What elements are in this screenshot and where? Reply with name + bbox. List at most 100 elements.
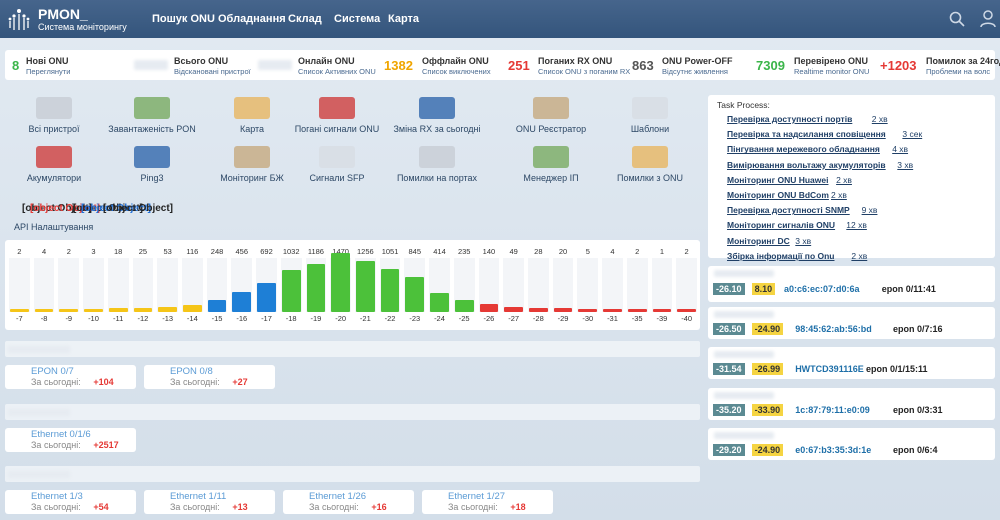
nav-item[interactable]: Карта (388, 13, 420, 25)
histogram-bar[interactable] (158, 306, 177, 312)
stat-item[interactable]: 863 ONU Power-OFF Відсутнє живлення (632, 52, 752, 78)
histogram-bar[interactable] (133, 308, 153, 312)
histogram-bar[interactable] (677, 308, 696, 312)
mac[interactable]: 98:45:62:ab:56:bd (795, 324, 872, 334)
tile-label[interactable]: Карта (239, 124, 265, 134)
task-name[interactable]: Перевірка доступності SNMP (727, 205, 850, 216)
task-name[interactable]: Моніторинг сигналів ONU (727, 220, 836, 231)
task-time[interactable]: 4 хв (892, 144, 909, 155)
tile-label[interactable]: Акумулятори (26, 173, 82, 183)
task-name[interactable]: Перевірка та надсилання сповіщення (727, 129, 886, 140)
port-card[interactable]: EPON 0/8 За сьогодні: +27 (144, 365, 275, 389)
tile-label[interactable]: Зміна RX за сьогодні (393, 124, 481, 134)
tile-label[interactable]: Менеджер IП (523, 173, 579, 183)
task-name[interactable]: Вимірювання вольтажу акумуляторів (727, 159, 886, 170)
task-name[interactable]: Моніторинг ONU Huawei (727, 174, 829, 185)
tool-tile[interactable]: Шаблони (600, 93, 700, 135)
port-card[interactable]: EPON 0/7 За сьогодні: +104 (5, 365, 136, 389)
histogram-bar[interactable] (504, 307, 523, 312)
stat-item[interactable]: Онлайн ONU Список Активних ONU (258, 52, 380, 78)
task-time[interactable]: 2 хв (871, 114, 888, 124)
port-card[interactable]: Ethernet 1/11 За сьогодні: +13 (144, 490, 275, 514)
histogram-bar[interactable] (281, 269, 301, 312)
tool-tile[interactable]: Карта (202, 93, 302, 135)
mac[interactable]: HWTCD391116E (795, 364, 864, 374)
tool-tile[interactable]: Всі пристрої (4, 93, 104, 135)
histogram-bar[interactable] (627, 308, 647, 312)
api-badge-part[interactable]: [object Object] (22, 203, 93, 214)
task-time[interactable]: 2 хв (836, 174, 852, 185)
onu-card[interactable]: -31.54 -26.99 HWTCD391116E epon 0/1/15:11 (708, 347, 995, 379)
tool-tile[interactable]: Акумулятори (4, 142, 104, 184)
histogram-bar[interactable] (529, 307, 548, 312)
stat-item[interactable]: 7309 Перевірено ONU Realtime monitor ONU (756, 52, 876, 78)
port-card[interactable]: Ethernet 1/3 За сьогодні: +54 (5, 490, 136, 514)
histogram-bar[interactable] (430, 293, 449, 312)
api-label[interactable]: API Налаштування (14, 222, 94, 232)
histogram-bar[interactable] (59, 308, 79, 312)
onu-card[interactable]: -26.10 8.10 a0:c6:ec:07:d0:6a epon 0/11:41 (708, 266, 995, 302)
port-card[interactable]: Ethernet 1/26 За сьогодні: +16 (283, 490, 414, 514)
histogram-bar[interactable] (306, 263, 326, 312)
histogram-bar[interactable] (603, 308, 622, 312)
task-time[interactable]: 2 хв (831, 190, 847, 200)
tile-label[interactable]: Моніторинг БЖ (220, 173, 284, 183)
port-card[interactable]: Ethernet 0/1/6 За сьогодні: +2517 (5, 428, 136, 452)
api-badge-part[interactable]: [object Object] (81, 203, 152, 214)
histogram-bar[interactable] (257, 282, 276, 312)
task-time[interactable]: 3 хв (897, 159, 914, 170)
histogram-bar[interactable] (454, 300, 474, 312)
histogram-bar[interactable] (405, 276, 425, 312)
tool-tile[interactable]: Погані сигнали ONU (287, 93, 387, 135)
tool-tile[interactable]: Моніторинг БЖ (202, 142, 302, 184)
task-name[interactable]: Перевірка доступності портів (727, 114, 853, 124)
histogram-bar[interactable] (553, 308, 573, 312)
histogram-bar[interactable] (479, 303, 499, 312)
histogram-bar[interactable] (652, 308, 672, 312)
mac[interactable]: e0:67:b3:35:3d:1e (795, 445, 872, 455)
tile-label[interactable]: Всі пристрої (28, 124, 80, 134)
nav-item[interactable]: Обладнання (218, 13, 286, 25)
tool-tile[interactable]: Сигнали SFP (287, 142, 387, 184)
onu-card[interactable]: -26.50 -24.90 98:45:62:ab:56:bd epon 0/7:16 (708, 307, 995, 339)
histogram-bar[interactable] (183, 304, 202, 312)
tool-tile[interactable]: ONU Реєстратор (501, 93, 601, 135)
histogram-bar[interactable] (232, 291, 252, 312)
histogram-bar[interactable] (331, 253, 350, 312)
nav-item[interactable]: Система (334, 13, 381, 25)
tool-tile[interactable]: Помилки на портах (387, 142, 487, 184)
tool-tile[interactable]: Помилки з ONU (600, 142, 700, 184)
tool-tile[interactable]: Зміна RX за сьогодні (387, 93, 487, 135)
task-time[interactable]: 2 хв (851, 250, 868, 261)
tool-tile[interactable]: Ping3 (102, 142, 202, 184)
task-name[interactable]: Збірка інформації по Onu (727, 250, 835, 261)
tile-label[interactable]: Шаблони (630, 124, 670, 134)
task-time[interactable]: 3 хв (795, 235, 812, 246)
api-badge-part[interactable]: [object Object] (103, 203, 174, 214)
mac[interactable]: 1c:87:79:11:e0:09 (795, 405, 870, 415)
stat-item[interactable]: +1203 Помилок за 24год Проблеми на волс (880, 52, 1000, 78)
tile-label[interactable]: ONU Реєстратор (515, 124, 587, 134)
user-icon[interactable] (980, 10, 996, 28)
stat-item[interactable]: Всього ONU Відскановані пристрої (134, 52, 256, 78)
stat-item[interactable]: 1382 Оффлайн ONU Список виключених (384, 52, 504, 78)
api-badge-part[interactable]: [object Object] (30, 203, 101, 214)
task-name[interactable]: Пінгування мережевого обладнання (727, 144, 880, 155)
histogram-bar[interactable] (578, 308, 598, 312)
search-icon[interactable] (949, 11, 965, 27)
task-time[interactable]: 3 сек (902, 129, 923, 140)
onu-card[interactable]: -35.20 -33.90 1c:87:79:11:e0:09 epon 0/3:31 (708, 388, 995, 420)
histogram-bar[interactable] (207, 299, 227, 312)
tile-label[interactable]: Погані сигнали ONU (294, 124, 380, 134)
tool-tile[interactable]: Менеджер IП (501, 142, 601, 184)
histogram-bar[interactable] (10, 308, 29, 312)
task-time[interactable]: 12 хв (846, 220, 867, 231)
histogram-bar[interactable] (380, 268, 400, 312)
task-name[interactable]: Моніторинг DC (727, 235, 790, 246)
nav-item[interactable]: Пошук ONU (152, 13, 215, 25)
task-time[interactable]: 9 хв (861, 205, 878, 216)
stat-item[interactable]: 251 Поганих RX ONU Список ONU з поганим RX (508, 52, 630, 78)
histogram-bar[interactable] (34, 308, 54, 312)
histogram-bar[interactable] (84, 308, 103, 312)
nav-item[interactable]: Склад (288, 13, 322, 25)
